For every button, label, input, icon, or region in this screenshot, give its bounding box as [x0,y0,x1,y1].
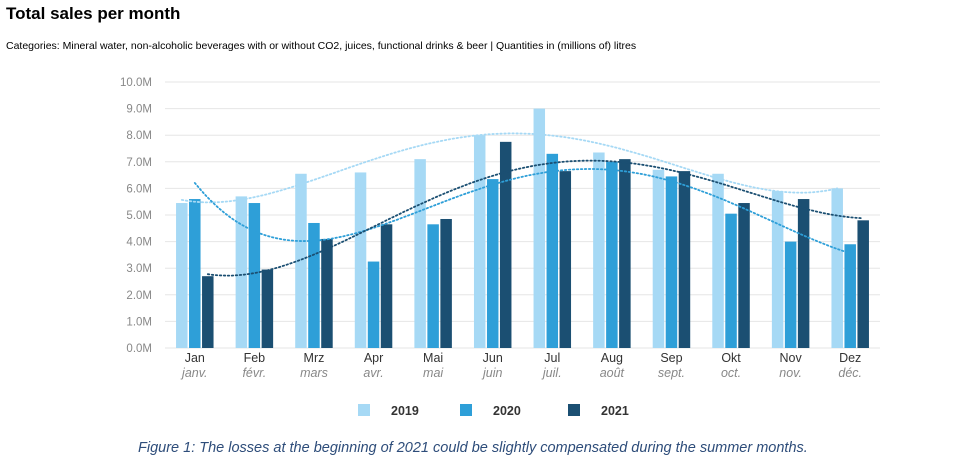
bar-2020-Sep [665,176,678,348]
x-tick-label: Feb [244,351,266,365]
legend-swatch-2019 [358,404,370,416]
y-tick-label: 5.0M [126,210,152,222]
bar-2021-Feb [261,269,274,348]
y-tick-label: 9.0M [126,104,152,116]
bar-2021-Mrz [321,238,333,348]
bar-2020-Aug [606,161,618,348]
sales-bar-chart: 0.0M 1.0M 2.0M 3.0M 4.0M 5.0M 6.0M 7.0M 8.0M 9.0M… [120,77,880,418]
x-axis: Janjanv.Febfévr.MrzmarsApravr.MaimaiJunj… [180,351,862,380]
y-tick-label: 1.0M [126,316,152,328]
y-axis: 0.0M 1.0M 2.0M 3.0M 4.0M 5.0M 6.0M 7.0M 8.0M 9.0M… [120,77,152,355]
bar-2020-Okt [725,213,737,348]
bar-2019-Dez [831,188,843,348]
bar-2021-Aug [619,159,631,348]
x-tick-label-secondary: août [600,366,625,380]
bar-2020-Feb [248,203,261,348]
x-tick-label: Jan [185,351,205,365]
bar-2021-Okt [738,203,750,348]
bar-2021-Jun [499,141,512,348]
bar-2020-Jul [546,153,559,348]
bar-2019-Feb [235,196,248,348]
figure-caption: Figure 1: The losses at the beginning of… [138,440,808,456]
bar-2020-Jan [189,199,201,348]
x-tick-label-secondary: avr. [363,366,383,380]
x-tick-label-secondary: janv. [180,366,207,380]
x-tick-label-secondary: nov. [779,366,802,380]
x-tick-label-secondary: déc. [838,366,862,380]
x-tick-label: Nov [780,351,803,365]
x-tick-label: Aug [601,351,623,365]
x-tick-label: Apr [364,351,383,365]
legend: 2019 2020 2021 [358,404,629,418]
bar-2019-Okt [712,173,724,348]
bar-2020-Mrz [308,222,320,348]
chart-subtitle: Categories: Mineral water, non-alcoholic… [6,40,637,52]
bar-2019-Mai [414,159,426,348]
bar-2021-Mai [440,218,452,348]
bar-2021-Nov [797,199,810,348]
y-tick-label: 0.0M [126,343,152,355]
x-tick-label-secondary: févr. [242,366,266,380]
x-tick-label: Mai [423,351,443,365]
bar-2020-Mai [427,224,439,348]
x-tick-label: Okt [721,351,741,365]
x-tick-label: Mrz [304,351,325,365]
y-tick-label: 6.0M [126,183,152,195]
y-tick-label: 10.0M [120,77,152,89]
trendlines [180,132,865,277]
bar-2021-Sep [678,171,691,348]
trendline-2021 [206,159,865,277]
x-tick-label-secondary: mai [423,366,444,380]
x-tick-label-secondary: mars [300,366,328,380]
x-tick-label-secondary: juin [481,366,503,380]
y-tick-label: 4.0M [126,237,152,249]
legend-swatch-2020 [460,404,472,416]
legend-label-2019: 2019 [391,404,419,418]
bar-2020-Apr [367,261,380,348]
bar-2019-Apr [354,172,367,348]
y-tick-label: 8.0M [126,130,152,142]
bar-2019-Jan [176,203,188,348]
x-tick-label: Jun [483,351,503,365]
y-tick-label: 2.0M [126,290,152,302]
bar-2020-Nov [784,241,797,348]
bar-2020-Dez [844,244,856,348]
bar-2021-Jan [202,276,214,348]
bar-2021-Dez [857,220,869,348]
x-tick-label: Sep [660,351,682,365]
legend-label-2021: 2021 [601,404,629,418]
x-tick-label: Jul [544,351,560,365]
bar-2019-Mrz [295,173,307,348]
bar-2020-Jun [486,179,499,348]
trendline-2019 [180,132,839,204]
bar-2019-Sep [652,169,665,348]
bar-2021-Jul [559,171,572,348]
y-tick-label: 3.0M [126,263,152,275]
bar-2019-Jul [533,108,546,348]
bar-2021-Apr [380,224,393,348]
bar-2019-Jun [473,135,486,348]
bar-2019-Nov [771,191,784,348]
bar-2019-Aug [593,152,605,348]
trendline-2020 [193,168,852,255]
chart-title: Total sales per month [6,4,181,23]
legend-label-2020: 2020 [493,404,521,418]
bar-series [176,108,869,348]
y-tick-label: 7.0M [126,157,152,169]
x-tick-label-secondary: juil. [541,366,562,380]
x-tick-label-secondary: sept. [658,366,685,380]
legend-swatch-2021 [568,404,580,416]
x-tick-label: Dez [839,351,861,365]
x-tick-label-secondary: oct. [721,366,741,380]
